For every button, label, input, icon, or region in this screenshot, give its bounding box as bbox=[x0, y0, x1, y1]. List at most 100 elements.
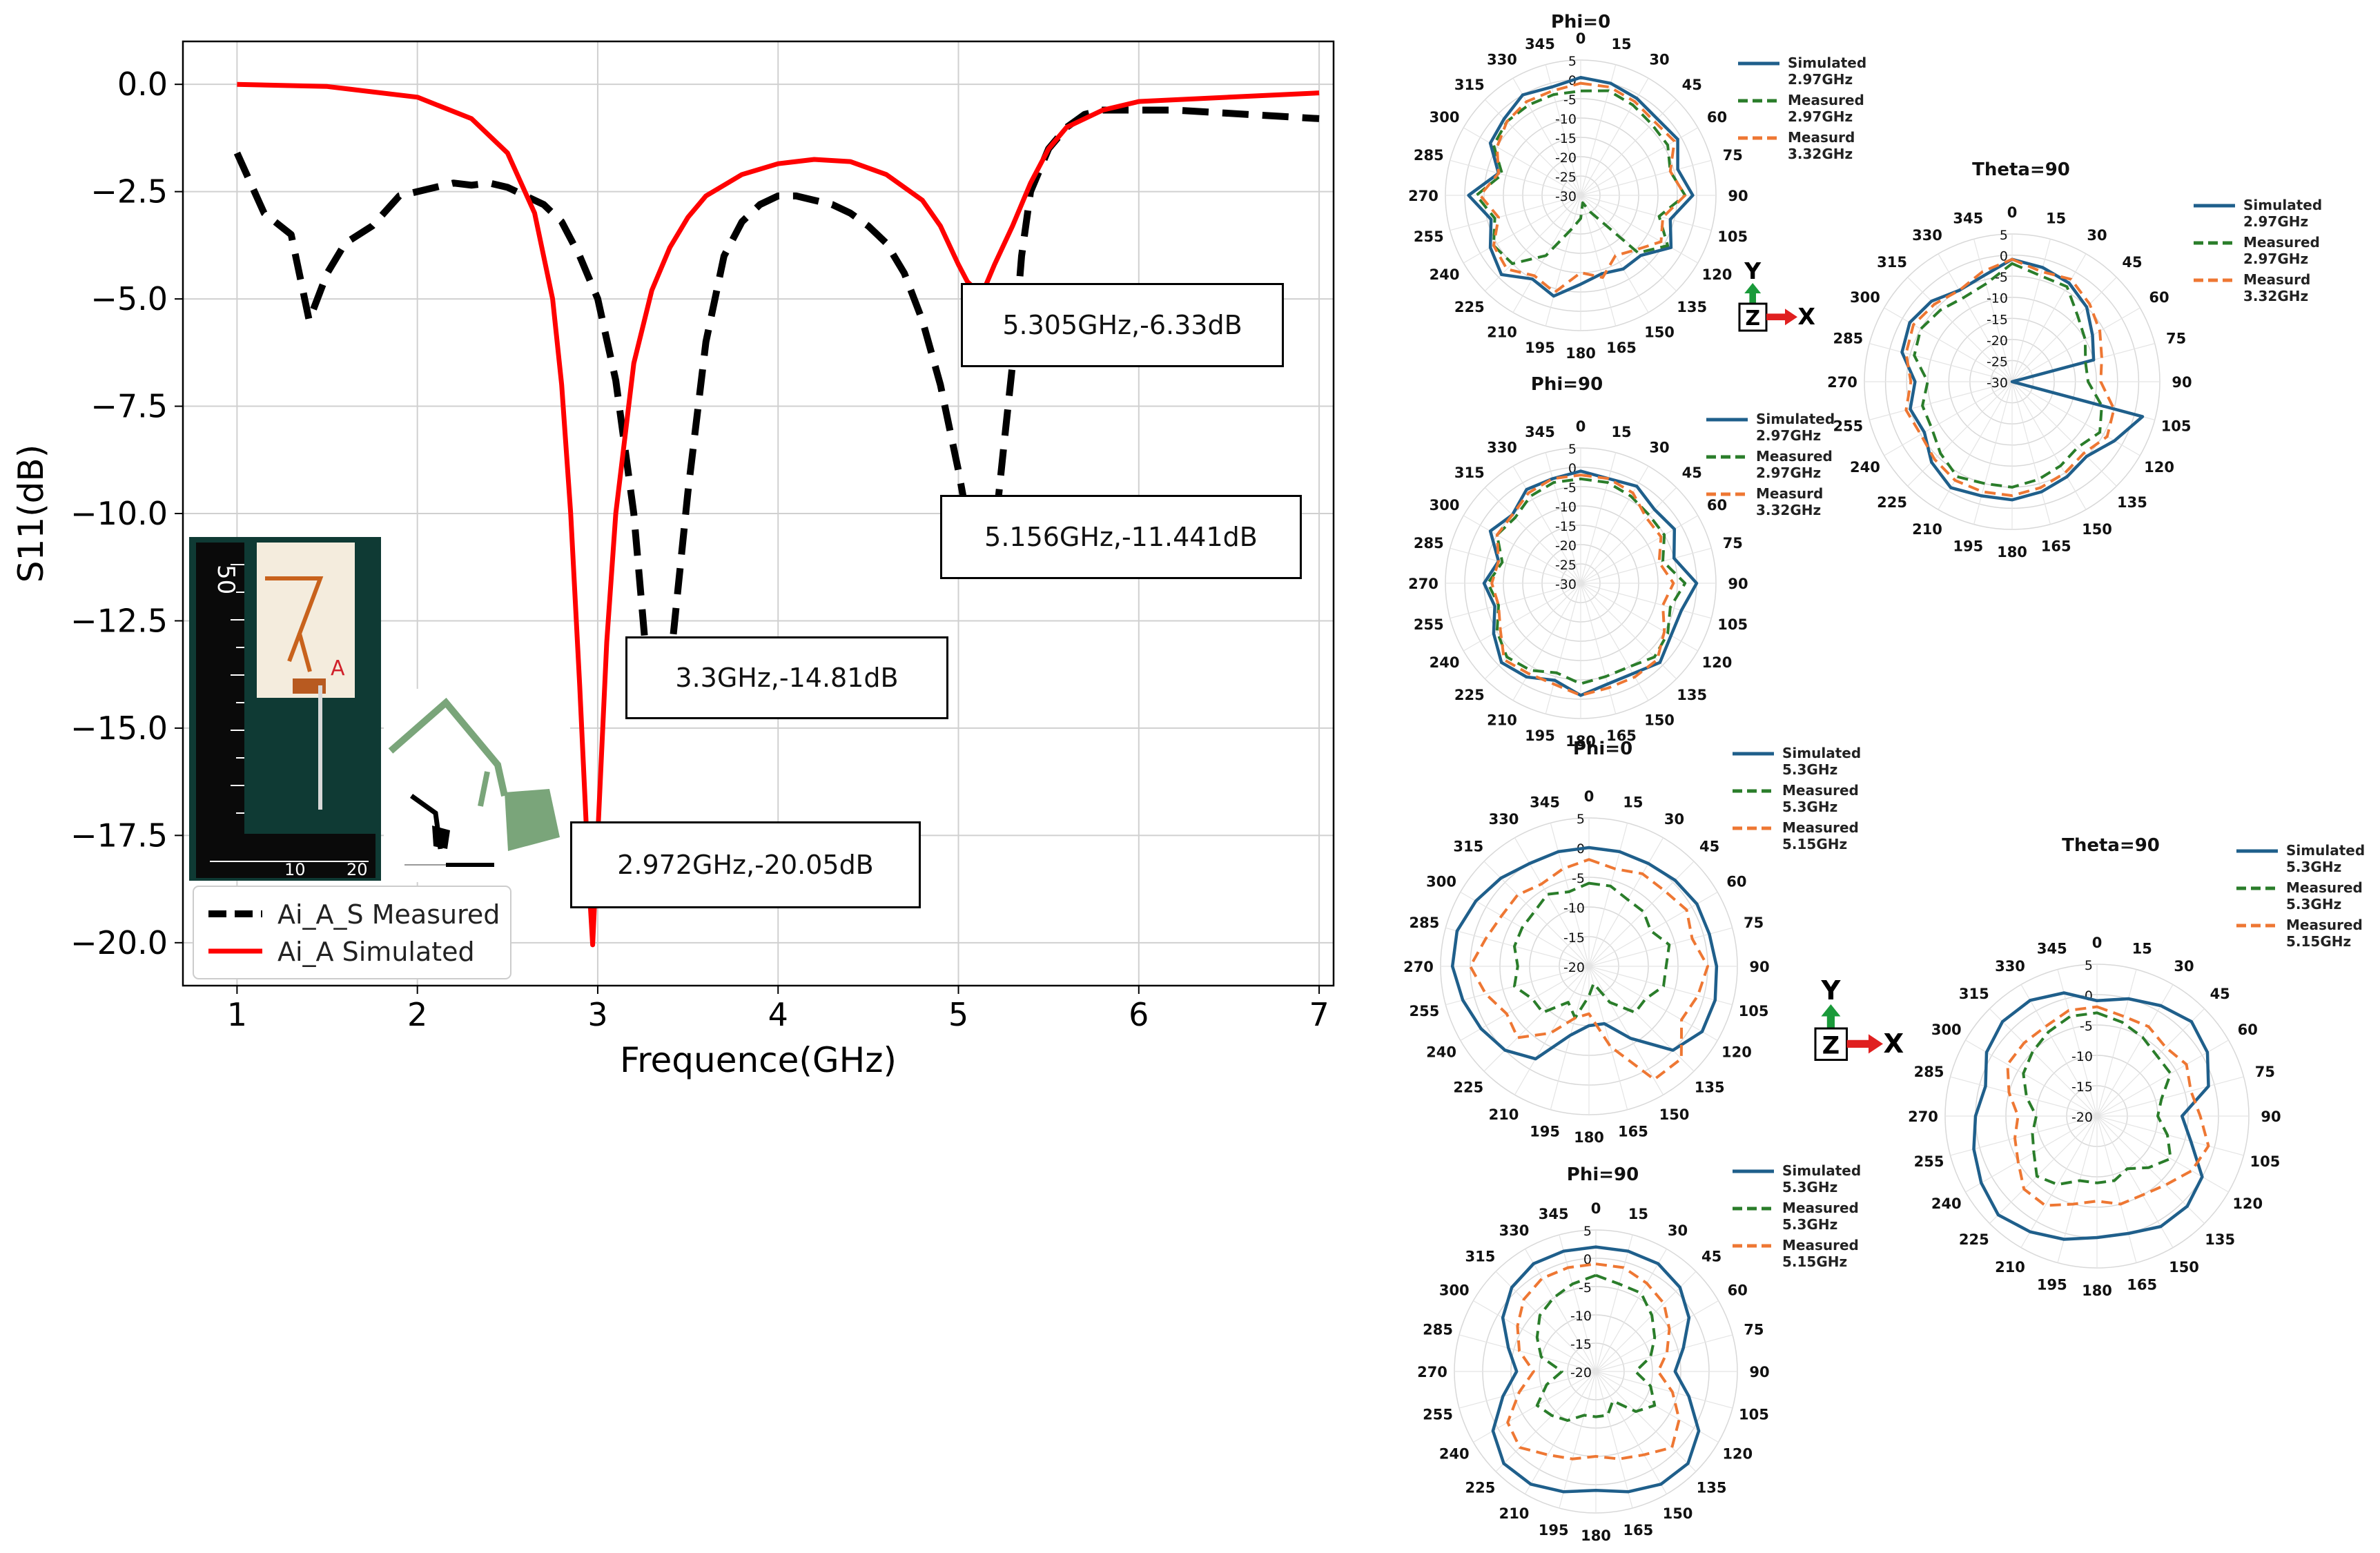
polar-spoke bbox=[2011, 307, 2140, 382]
legend-label: Ai_A_S Measured bbox=[277, 899, 500, 930]
polar-angle-label: 0 bbox=[1591, 1200, 1601, 1217]
polar-legend-label: Simulated bbox=[1782, 1162, 1861, 1179]
polar-spoke bbox=[1473, 1300, 1597, 1372]
polar-series-measured-2 bbox=[1490, 473, 1675, 697]
polar-legend-label: 2.97GHz bbox=[1788, 71, 1853, 88]
polar-spoke bbox=[1950, 1076, 2098, 1117]
polar-angle-label: 240 bbox=[1430, 266, 1460, 283]
polar-angle-label: 270 bbox=[1403, 959, 1434, 975]
polar-angle-label: 0 bbox=[1576, 30, 1586, 47]
polar-angle-label: 180 bbox=[1581, 1527, 1611, 1544]
polar-series-measured-2 bbox=[1479, 81, 1687, 294]
polar-angle-label: 60 bbox=[2238, 1022, 2258, 1038]
x-tick-label: 5 bbox=[948, 996, 968, 1033]
polar-spoke bbox=[1580, 64, 1617, 196]
polar-angle-label: 195 bbox=[1525, 727, 1555, 744]
polar-angle-label: 285 bbox=[1414, 535, 1444, 551]
polar-angle-label: 210 bbox=[1912, 521, 1942, 538]
polar-angle-label: 120 bbox=[2144, 459, 2174, 476]
axis-z-label: Z bbox=[1822, 1032, 1840, 1059]
polar-angle-label: 300 bbox=[1439, 1282, 1470, 1299]
polar-spoke bbox=[1595, 1249, 1668, 1372]
y-tick-label: −17.5 bbox=[70, 817, 168, 854]
polar-legend-label: 5.3GHz bbox=[1782, 1179, 1837, 1195]
polar-angle-label: 180 bbox=[2082, 1282, 2112, 1299]
polar-spoke bbox=[1884, 307, 2013, 382]
polar-angle-label: 75 bbox=[2255, 1064, 2275, 1080]
polar-spoke bbox=[1989, 1008, 2098, 1117]
y-tick-label: −2.5 bbox=[90, 173, 168, 211]
polar-angle-label: 15 bbox=[2132, 941, 2152, 957]
polar-angle-label: 255 bbox=[1414, 228, 1444, 245]
polar-spoke bbox=[2011, 381, 2051, 525]
polar-spoke bbox=[1580, 195, 1699, 264]
polar-spoke bbox=[2020, 1115, 2098, 1248]
polar-spoke bbox=[1459, 1371, 1597, 1409]
polar-spoke bbox=[1588, 837, 1664, 967]
y-tick-label: −15.0 bbox=[70, 710, 168, 747]
polar-spoke bbox=[1588, 966, 1664, 1095]
polar-angle-label: 285 bbox=[1833, 330, 1863, 346]
polar-angle-label: 0 bbox=[1576, 418, 1586, 435]
polar-angle-label: 255 bbox=[1409, 1003, 1439, 1019]
polar-spoke bbox=[1884, 381, 2013, 456]
polar-angle-label: 240 bbox=[1439, 1446, 1470, 1463]
polar-spoke bbox=[1588, 966, 1628, 1110]
polar-radial-label: -30 bbox=[1987, 375, 2008, 391]
polar-legend-label: Measured bbox=[2286, 917, 2363, 933]
polar-title: Theta=90 bbox=[2062, 835, 2160, 856]
axis-x-label: X bbox=[1797, 303, 1815, 330]
polar-angle-label: 15 bbox=[1611, 424, 1631, 440]
polar-legend-label: Measurd bbox=[1788, 129, 1855, 146]
polar-angle-label: 300 bbox=[1931, 1022, 1962, 1038]
polar-series-measured-2 bbox=[1506, 1262, 1681, 1461]
polar-angle-label: 75 bbox=[1723, 535, 1743, 551]
polar-angle-label: 45 bbox=[1682, 465, 1702, 481]
polar-angle-label: 210 bbox=[1489, 1106, 1519, 1123]
polar-radial-label: 0 bbox=[2000, 249, 2008, 264]
polar-angle-label: 315 bbox=[1877, 254, 1907, 271]
y-tick-label: −7.5 bbox=[90, 388, 168, 425]
polar-radial-label: -25 bbox=[1555, 558, 1577, 573]
polar-legend-label: Measured bbox=[2286, 879, 2363, 896]
polar-radial-label: -5 bbox=[1563, 480, 1577, 496]
polar-spoke bbox=[1938, 381, 2013, 510]
polar-angle-label: 105 bbox=[1717, 228, 1748, 245]
polar-angle-label: 0 bbox=[2092, 935, 2103, 951]
antenna-layout-svg bbox=[388, 697, 560, 867]
polar-radial-label: 5 bbox=[2085, 958, 2093, 973]
polar-spoke bbox=[2020, 984, 2098, 1117]
polar-angle-label: 195 bbox=[1530, 1124, 1560, 1140]
polar-spoke bbox=[1869, 343, 2013, 382]
y-tick-label: −10.0 bbox=[70, 495, 168, 532]
polar-angle-label: 270 bbox=[1827, 374, 1857, 391]
polar-spoke bbox=[2011, 381, 2087, 510]
polar-angle-label: 120 bbox=[1702, 654, 1733, 671]
polar-angle-label: 60 bbox=[1707, 109, 1727, 126]
annotation-text: 2.972GHz,-20.05dB bbox=[617, 850, 874, 880]
polar-spoke bbox=[1580, 515, 1699, 584]
polar-angle-label: 210 bbox=[1995, 1259, 2025, 1276]
polar-angle-label: 240 bbox=[1426, 1044, 1456, 1061]
polar-angle-label: 105 bbox=[1717, 616, 1748, 633]
polar-radial-label: -15 bbox=[1563, 930, 1585, 946]
x-tick-label: 4 bbox=[768, 996, 788, 1033]
polar-legend-label: Simulated bbox=[2243, 197, 2322, 213]
polar-spoke bbox=[2011, 239, 2051, 382]
y-tick-label: −12.5 bbox=[70, 602, 168, 639]
polar-spoke bbox=[1514, 966, 1590, 1095]
annotation-5156: 5.156GHz,-11.441dB bbox=[940, 495, 1302, 579]
polar-angle-label: 90 bbox=[2172, 374, 2192, 391]
polar-radial-label: -25 bbox=[1555, 170, 1577, 185]
polar-angle-label: 150 bbox=[1663, 1505, 1693, 1522]
polar-angle-label: 240 bbox=[1850, 459, 1880, 476]
polar-legend-label: Measured bbox=[1782, 819, 1859, 836]
polar-angle-label: 30 bbox=[1668, 1222, 1688, 1239]
polar-series-measured-2 bbox=[1904, 257, 2116, 498]
polar-spoke bbox=[2096, 1115, 2229, 1193]
polar-angle-label: 270 bbox=[1417, 1364, 1447, 1380]
x-tick-label: 6 bbox=[1129, 996, 1149, 1033]
polar-spoke bbox=[2011, 381, 2117, 487]
polar-radial-label: -10 bbox=[1555, 500, 1577, 515]
